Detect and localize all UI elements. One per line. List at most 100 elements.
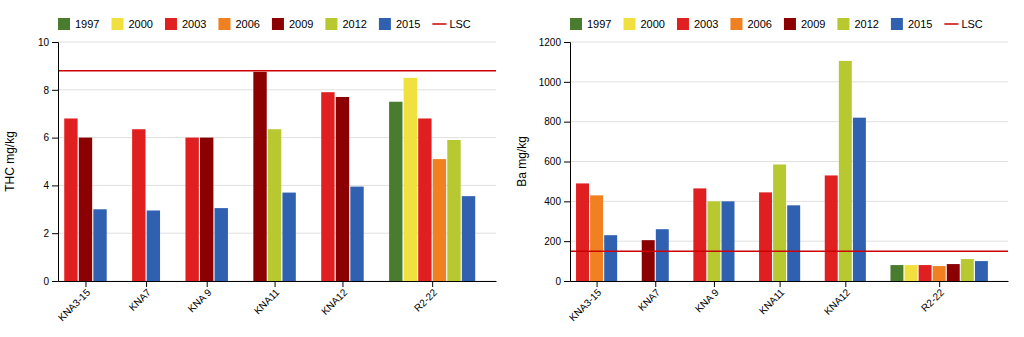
axis-title: THC mg/kg <box>3 131 17 192</box>
tick-label: 0 <box>555 276 561 287</box>
tick-mark <box>342 281 343 287</box>
tick: 800 <box>544 116 570 127</box>
legend-swatch <box>891 18 903 30</box>
grid <box>58 42 496 281</box>
axis-title: Ba mg/kg <box>515 136 529 187</box>
bar <box>79 138 92 281</box>
legend-label: 2012 <box>342 18 366 30</box>
bar <box>447 140 460 281</box>
legend-swatch <box>730 18 742 30</box>
tick: 200 <box>544 236 570 247</box>
legend-label: LSC <box>449 18 470 30</box>
legend-item: 2003 <box>165 18 206 30</box>
bar <box>321 92 334 281</box>
bar <box>350 187 363 281</box>
tick-mark <box>52 281 58 282</box>
tick: KNA 9 <box>186 281 214 314</box>
legend-swatch <box>944 23 958 25</box>
bar <box>576 183 589 281</box>
bar <box>215 208 228 281</box>
tick: 0 <box>555 276 570 287</box>
bar <box>787 205 800 281</box>
legend: 1997200020032006200920122015LSC <box>58 18 471 30</box>
legend-swatch <box>111 18 123 30</box>
tick: 2 <box>43 228 58 239</box>
legend-swatch <box>379 18 391 30</box>
y-axis: 020040060080010001200 <box>539 37 571 287</box>
legend-swatch <box>570 18 582 30</box>
bar <box>853 118 866 281</box>
axis-line <box>564 43 571 282</box>
tick: KNA 9 <box>693 281 721 314</box>
legend-label: LSC <box>961 18 982 30</box>
tick-mark <box>564 241 570 242</box>
tick-label: 8 <box>43 85 49 96</box>
legend-label: 2012 <box>854 18 878 30</box>
legend-label: 2015 <box>908 18 932 30</box>
axis-line <box>571 281 1009 282</box>
bar <box>433 159 446 281</box>
legend-label: 2006 <box>747 18 771 30</box>
tick-label: 6 <box>43 132 49 143</box>
bar <box>132 129 145 281</box>
legend-swatch <box>218 18 230 30</box>
legend-swatch <box>58 18 70 30</box>
x-axis: KNA3-15KNA7KNA 9KNA11KNA12R2-22 <box>567 281 1009 323</box>
bar <box>604 235 617 281</box>
bar <box>268 129 281 281</box>
legend-item: 2003 <box>677 18 718 30</box>
tick-mark <box>564 281 570 282</box>
tick-label: KNA11 <box>252 286 282 316</box>
tick: KNA12 <box>822 281 852 317</box>
bar <box>64 118 77 281</box>
y-axis: 0246810 <box>38 37 59 287</box>
bar <box>693 188 706 281</box>
tick: KNA7 <box>636 281 663 313</box>
tick-label: KNA 9 <box>186 286 214 314</box>
tick-label: 1200 <box>539 37 562 48</box>
legend-swatch <box>325 18 337 30</box>
bar <box>200 138 213 281</box>
bar <box>590 195 603 281</box>
grid-line <box>570 121 1008 122</box>
tick-label: KNA3-15 <box>56 286 93 323</box>
legend-swatch <box>677 18 689 30</box>
legend-item: LSC <box>944 18 982 30</box>
tick-label: KNA12 <box>319 286 349 316</box>
tick-mark <box>597 281 598 287</box>
tick-label: 0 <box>43 276 49 287</box>
tick-label: 200 <box>544 236 561 247</box>
legend-item: 2006 <box>730 18 771 30</box>
bar <box>961 259 974 281</box>
bar <box>825 175 838 281</box>
bar <box>773 164 786 281</box>
bar <box>947 264 960 281</box>
bar <box>890 265 903 281</box>
tick: KNA3-15 <box>567 281 604 323</box>
tick-mark <box>207 281 208 287</box>
tick-mark <box>564 42 570 43</box>
legend-label: 2000 <box>128 18 152 30</box>
tick-label: KNA3-15 <box>567 286 604 323</box>
legend-item: 2015 <box>891 18 932 30</box>
bar <box>93 209 106 281</box>
tick-mark <box>714 281 715 287</box>
tick-label: KNA7 <box>636 286 663 313</box>
bar <box>919 265 932 281</box>
tick-label: R2-22 <box>412 286 439 313</box>
bar <box>253 72 266 281</box>
tick: 0 <box>43 276 58 287</box>
legend: 1997200020032006200920122015LSC <box>570 18 983 30</box>
tick: 1200 <box>539 37 570 48</box>
tick-mark <box>52 185 58 186</box>
tick: KNA7 <box>127 281 154 313</box>
legend-item: 2015 <box>379 18 420 30</box>
limit-line <box>570 250 1008 252</box>
tick: KNA11 <box>252 281 282 316</box>
limit-line <box>58 70 496 72</box>
legend-label: 2015 <box>396 18 420 30</box>
legend-item: 1997 <box>58 18 99 30</box>
legend-label: 2009 <box>289 18 313 30</box>
tick: R2-22 <box>919 281 946 314</box>
legend-swatch <box>432 23 446 25</box>
